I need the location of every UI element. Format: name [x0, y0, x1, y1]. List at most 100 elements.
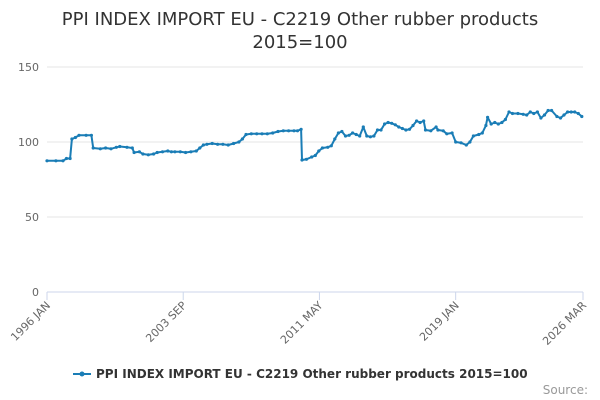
data-point[interactable] — [480, 131, 484, 135]
data-point[interactable] — [313, 153, 317, 158]
data-point[interactable] — [61, 159, 65, 163]
data-point[interactable] — [178, 150, 182, 154]
data-point[interactable] — [184, 150, 188, 155]
data-point[interactable] — [445, 132, 449, 136]
data-point[interactable] — [160, 150, 165, 154]
data-point[interactable] — [326, 145, 330, 149]
data-point[interactable] — [255, 132, 259, 136]
data-point[interactable] — [320, 146, 324, 150]
data-point[interactable] — [580, 114, 584, 119]
data-point[interactable] — [555, 114, 559, 119]
data-point[interactable] — [562, 113, 566, 117]
data-point[interactable] — [423, 128, 428, 132]
data-point[interactable] — [210, 141, 214, 146]
data-point[interactable] — [300, 158, 304, 162]
data-point[interactable] — [45, 159, 49, 163]
data-point[interactable] — [422, 119, 426, 123]
data-point[interactable] — [521, 112, 525, 116]
data-point[interactable] — [271, 131, 275, 135]
data-point[interactable] — [573, 110, 577, 114]
data-point[interactable] — [226, 143, 230, 147]
data-point[interactable] — [569, 110, 573, 114]
data-point[interactable] — [299, 127, 303, 131]
data-point[interactable] — [507, 110, 511, 114]
data-point[interactable] — [354, 132, 358, 137]
data-point[interactable] — [434, 125, 438, 129]
data-point[interactable] — [558, 116, 563, 120]
data-point[interactable] — [194, 149, 198, 153]
data-point[interactable] — [532, 111, 536, 116]
data-point[interactable] — [365, 134, 369, 138]
data-point[interactable] — [500, 120, 504, 125]
data-point[interactable] — [516, 111, 520, 116]
data-point[interactable] — [166, 149, 170, 153]
data-point[interactable] — [304, 157, 308, 161]
data-point[interactable] — [329, 144, 333, 148]
legend-label[interactable]: PPI INDEX IMPORT EU - C2219 Other rubber… — [96, 367, 528, 381]
legend[interactable]: PPI INDEX IMPORT EU - C2219 Other rubber… — [73, 367, 528, 381]
data-point[interactable] — [411, 123, 415, 128]
data-point[interactable] — [54, 159, 58, 163]
data-point[interactable] — [550, 108, 554, 113]
data-point[interactable] — [418, 120, 422, 125]
data-point[interactable] — [169, 150, 173, 154]
data-point[interactable] — [343, 134, 348, 138]
data-point[interactable] — [189, 150, 193, 154]
data-point[interactable] — [77, 133, 81, 137]
data-point[interactable] — [404, 128, 408, 132]
data-point[interactable] — [429, 129, 433, 133]
series-line[interactable] — [47, 109, 583, 162]
data-point[interactable] — [464, 143, 468, 147]
data-point[interactable] — [132, 150, 136, 155]
data-point[interactable] — [70, 137, 74, 141]
data-point[interactable] — [118, 144, 122, 149]
data-point[interactable] — [73, 135, 77, 140]
data-point[interactable] — [130, 146, 134, 150]
data-point[interactable] — [450, 131, 454, 135]
data-point[interactable] — [198, 146, 202, 150]
data-point[interactable] — [459, 141, 463, 145]
data-point[interactable] — [358, 134, 362, 138]
data-point[interactable] — [525, 113, 529, 117]
data-point[interactable] — [542, 113, 547, 117]
data-point[interactable] — [336, 131, 340, 135]
data-point[interactable] — [454, 140, 458, 144]
data-point[interactable] — [260, 132, 264, 136]
data-point[interactable] — [244, 132, 248, 137]
data-point[interactable] — [265, 132, 269, 136]
data-point[interactable] — [546, 108, 550, 113]
data-point[interactable] — [351, 131, 355, 135]
data-point[interactable] — [386, 120, 390, 125]
data-point[interactable] — [98, 147, 102, 151]
data-point[interactable] — [397, 125, 401, 129]
data-point[interactable] — [232, 141, 236, 146]
data-point[interactable] — [375, 128, 380, 132]
data-point[interactable] — [468, 140, 472, 144]
data-point[interactable] — [436, 128, 440, 132]
data-point[interactable] — [295, 129, 300, 133]
data-point[interactable] — [173, 150, 177, 154]
data-point[interactable] — [441, 129, 445, 133]
data-point[interactable] — [281, 129, 285, 133]
data-point[interactable] — [237, 140, 241, 144]
data-point[interactable] — [566, 110, 570, 114]
data-point[interactable] — [510, 111, 515, 116]
data-point[interactable] — [528, 110, 532, 114]
data-point[interactable] — [205, 142, 209, 146]
data-point[interactable] — [390, 121, 394, 125]
data-point[interactable] — [484, 123, 488, 128]
data-point[interactable] — [276, 129, 280, 134]
data-point[interactable] — [114, 145, 118, 149]
data-point[interactable] — [503, 117, 507, 122]
data-point[interactable] — [152, 152, 156, 156]
data-point[interactable] — [221, 142, 225, 146]
data-point[interactable] — [333, 137, 337, 141]
data-point[interactable] — [393, 123, 397, 127]
data-point[interactable] — [240, 137, 244, 141]
data-point[interactable] — [91, 146, 95, 150]
data-point[interactable] — [347, 133, 351, 137]
data-point[interactable] — [368, 135, 372, 139]
data-point[interactable] — [493, 120, 497, 125]
data-point[interactable] — [84, 133, 88, 137]
data-point[interactable] — [216, 142, 220, 146]
